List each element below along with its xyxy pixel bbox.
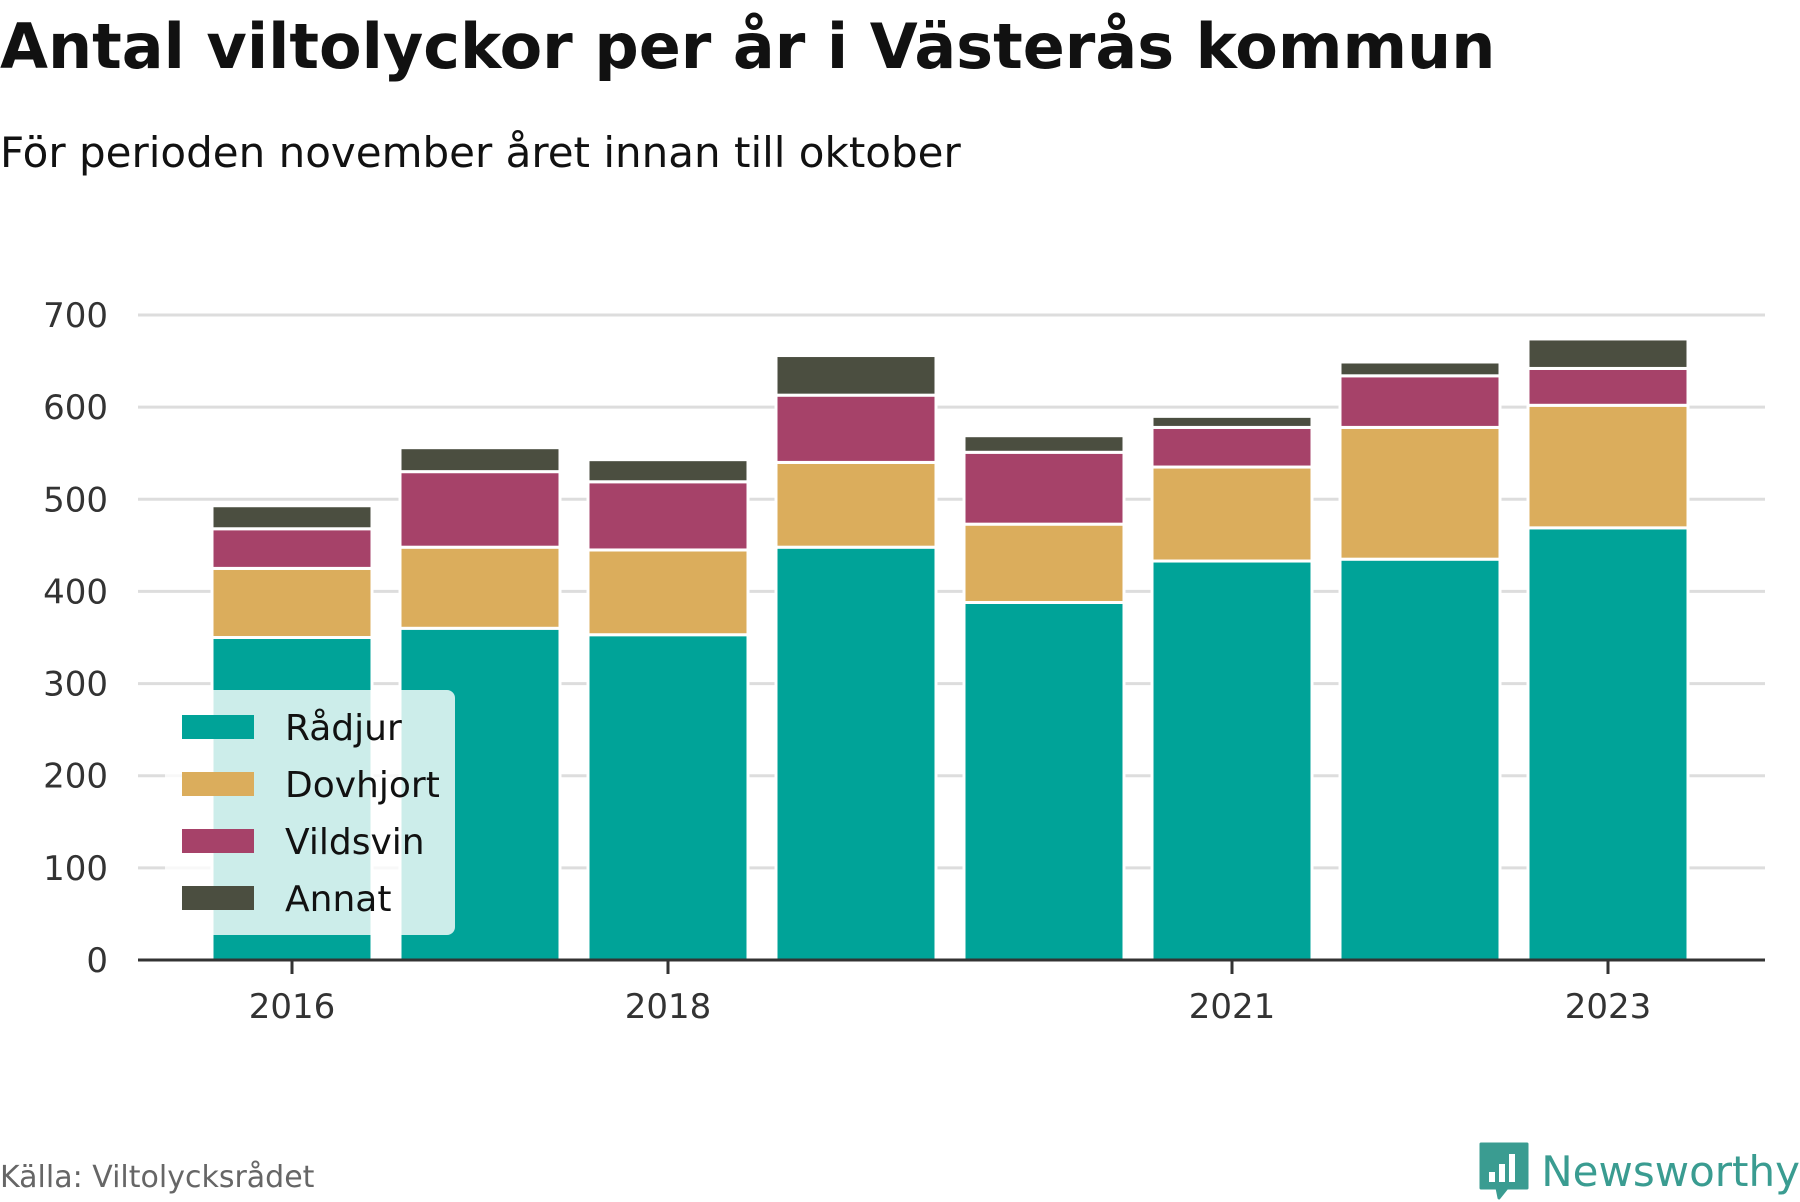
x-tick-label: 2018 (625, 987, 712, 1027)
x-tick-label: 2021 (1189, 987, 1276, 1027)
y-tick-label: 0 (86, 941, 108, 981)
source-note: Källa: Viltolycksrådet (0, 1160, 315, 1195)
x-axis: 2016 2018 2021 2023 (138, 958, 1765, 1027)
bar-segment-annat-2018 (586, 458, 750, 484)
bar-segment-rådjur-2020 (962, 600, 1126, 962)
brand-name: Newsworthy (1541, 1146, 1800, 1196)
bar-segment-rådjur-2022 (1338, 557, 1502, 962)
bar-segment-annat-2021 (1150, 414, 1314, 429)
bar-segment-annat-2019 (774, 354, 938, 397)
bar-segment-vildsvin-2016 (210, 527, 374, 570)
y-tick-label: 700 (43, 296, 108, 336)
x-tick-label: 2023 (1565, 987, 1652, 1027)
y-tick-label: 100 (43, 849, 108, 889)
bar-segment-vildsvin-2021 (1150, 425, 1314, 469)
legend-box (165, 690, 455, 935)
bar-segment-annat-2023 (1526, 337, 1690, 370)
bar-segment-vildsvin-2020 (962, 450, 1126, 526)
bar-segment-vildsvin-2017 (398, 470, 562, 549)
y-tick-label: 300 (43, 665, 108, 705)
bar-segment-dovhjort-2019 (774, 460, 938, 549)
legend-swatch-annat (182, 886, 254, 910)
bar-segment-annat-2022 (1338, 360, 1502, 378)
legend-label-annat: Annat (285, 879, 391, 920)
chart-title: Antal viltolyckor per år i Västerås komm… (0, 10, 1496, 83)
newsworthy-logo-icon (1479, 1142, 1529, 1200)
legend-swatch-vildsvin (182, 829, 254, 853)
bar-segment-dovhjort-2023 (1526, 403, 1690, 530)
legend-label-vildsvin: Vildsvin (285, 822, 425, 863)
legend-swatch-rådjur (182, 715, 254, 739)
bar-segment-annat-2020 (962, 434, 1126, 454)
y-axis: 0 100 200 300 400 500 600 700 (43, 296, 108, 981)
legend-label-dovhjort: Dovhjort (285, 765, 440, 806)
bar-segment-vildsvin-2018 (586, 480, 750, 552)
bar-segment-dovhjort-2020 (962, 522, 1126, 604)
bar-segment-dovhjort-2017 (398, 545, 562, 630)
y-tick-label: 500 (43, 480, 108, 520)
legend-label-rådjur: Rådjur (285, 708, 402, 749)
y-tick-label: 200 (43, 757, 108, 797)
x-tick-label: 2016 (249, 987, 336, 1027)
bar-segment-vildsvin-2019 (774, 393, 938, 464)
y-tick-label: 600 (43, 388, 108, 428)
bar-segment-annat-2016 (210, 504, 374, 531)
bar-segment-dovhjort-2021 (1150, 465, 1314, 563)
legend-swatch-dovhjort (182, 772, 254, 796)
chart-subtitle: För perioden november året innan till ok… (0, 128, 961, 177)
bar-segment-annat-2017 (398, 446, 562, 474)
brand: Newsworthy (1477, 1140, 1800, 1202)
bar-segment-rådjur-2021 (1150, 559, 1314, 962)
bar-segment-dovhjort-2018 (586, 548, 750, 637)
bar-segment-rådjur-2023 (1526, 526, 1690, 962)
bar-segment-dovhjort-2022 (1338, 425, 1502, 561)
bar-segment-vildsvin-2023 (1526, 366, 1690, 407)
bar-segment-vildsvin-2022 (1338, 374, 1502, 429)
bar-segment-dovhjort-2016 (210, 566, 374, 640)
bar-segment-rådjur-2018 (586, 633, 750, 962)
y-tick-label: 400 (43, 572, 108, 612)
legend: Rådjur Dovhjort Vildsvin Annat (165, 690, 455, 935)
bar-segment-rådjur-2019 (774, 545, 938, 962)
